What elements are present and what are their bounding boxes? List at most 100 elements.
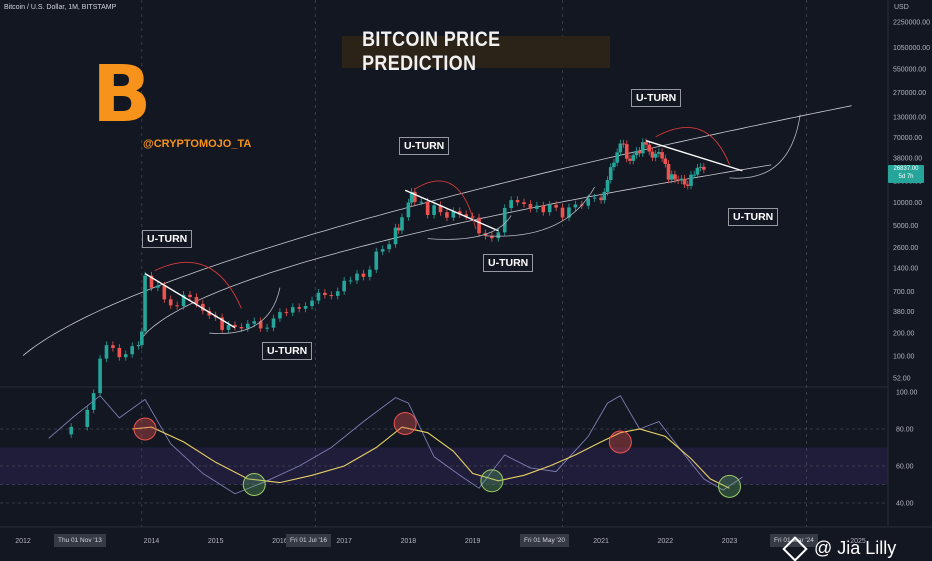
rsi-top-marker — [608, 430, 632, 454]
candle-body — [246, 323, 250, 329]
candle-body — [323, 292, 327, 296]
price-tick-label: 200.00 — [893, 331, 915, 338]
date-label-4: Fri 01 Mar '24 — [770, 534, 818, 547]
candle-body — [348, 280, 353, 282]
rsi-tick-label: 100.00 — [896, 390, 918, 397]
uturn-label-2015-bottom: U-TURN — [262, 342, 313, 360]
candle-body — [98, 358, 102, 394]
rsi-line — [48, 395, 743, 495]
candle-body — [342, 280, 346, 292]
year-tick-label: 2023 — [722, 538, 738, 545]
symbol-info[interactable]: Bitcoin / U.S. Dollar, 1M, BITSTAMP — [4, 4, 117, 11]
uturn-top-arrow — [154, 261, 242, 309]
price-tick-label: 1400.00 — [893, 266, 918, 273]
candle-body — [91, 393, 96, 410]
candle-body — [612, 162, 616, 168]
candle-body — [413, 191, 417, 202]
candle-body — [258, 321, 263, 329]
candle-body — [310, 300, 314, 307]
candle-body — [168, 299, 173, 306]
candle-body — [602, 191, 607, 201]
candle-body — [702, 166, 706, 170]
year-tick-label: 2012 — [15, 538, 31, 545]
candle-body — [692, 174, 697, 176]
candle-body — [496, 232, 501, 239]
candle-body — [188, 294, 192, 298]
year-tick-label: 2019 — [465, 538, 481, 545]
candle-body — [136, 344, 141, 347]
candle-body — [679, 178, 684, 181]
candle-body — [477, 217, 481, 234]
candle-body — [396, 227, 401, 231]
candle-body — [615, 152, 619, 163]
candle-body — [316, 292, 321, 301]
candle-body — [653, 153, 658, 158]
candle-body — [409, 191, 414, 203]
candle-body — [265, 327, 269, 329]
price-tick-label: 270000.00 — [893, 90, 926, 97]
watermark: @ Jia Lilly — [782, 535, 897, 561]
year-tick-label: 2022 — [658, 538, 674, 545]
rsi-bottom-marker — [718, 474, 742, 498]
candle-body — [605, 180, 610, 192]
candle-body — [464, 214, 468, 217]
candle-body — [599, 197, 603, 201]
bar-countdown: 5d 7h — [898, 174, 914, 180]
candle-body — [689, 174, 693, 186]
candle-body — [387, 244, 391, 250]
date-label-3: Fri 01 May '20 — [520, 534, 569, 547]
candle-body — [535, 205, 539, 209]
candle-body — [111, 345, 115, 348]
date-label-1: Thu 01 Nov '13 — [54, 534, 106, 547]
rsi-tick-label: 60.00 — [896, 464, 914, 471]
candle-body — [438, 205, 443, 213]
price-tick-label: 70000.00 — [893, 135, 922, 142]
candle-body — [220, 317, 224, 330]
watermark-text: @ Jia Lilly — [814, 538, 897, 558]
candle-body — [541, 205, 546, 213]
candle-body — [515, 200, 520, 203]
candle-body — [156, 285, 160, 288]
binance-logo-icon — [782, 535, 808, 561]
price-tick-label: 130000.00 — [893, 115, 926, 122]
candle-body — [303, 306, 308, 309]
rsi-top-marker — [393, 411, 417, 435]
candle-body — [457, 211, 462, 215]
candle-body — [123, 354, 128, 358]
candle-body — [554, 204, 558, 208]
price-tick-label: 10000.00 — [893, 200, 922, 207]
uturn-top-arrow — [414, 180, 477, 230]
author-handle: @CRYPTOMOJO_TA — [143, 138, 252, 150]
candle-body — [355, 273, 359, 281]
downtrend-line — [404, 189, 499, 232]
candle-body — [271, 318, 276, 328]
candle-body — [445, 212, 449, 218]
uturn-top-arrow — [655, 127, 730, 166]
candle-body — [586, 198, 591, 206]
candle-body — [657, 152, 661, 154]
candle-body — [297, 307, 301, 309]
candle-body — [592, 197, 597, 199]
rsi-tick-label: 40.00 — [896, 501, 914, 508]
candle-body — [650, 151, 655, 158]
rsi-top-marker — [133, 417, 157, 441]
price-tick-label: 1050000.00 — [893, 45, 930, 52]
rsi-bottom-marker — [480, 469, 504, 493]
candle-body — [528, 203, 533, 209]
candle-body — [560, 207, 565, 218]
candle-body — [425, 201, 430, 215]
price-tick-label: 380.00 — [893, 309, 915, 316]
downtrend-line — [144, 273, 236, 329]
downtrend-line — [645, 140, 743, 172]
rsi-ma-line — [132, 426, 730, 489]
uturn-bottom-arrow — [485, 186, 596, 237]
candle-body — [663, 158, 668, 165]
candle-body — [175, 305, 179, 307]
candle-body — [380, 249, 385, 252]
title-box: BITCOIN PRICE PREDICTION — [342, 28, 610, 75]
candle-body — [201, 303, 205, 311]
candle-body — [682, 178, 687, 185]
candle-body — [226, 324, 231, 330]
